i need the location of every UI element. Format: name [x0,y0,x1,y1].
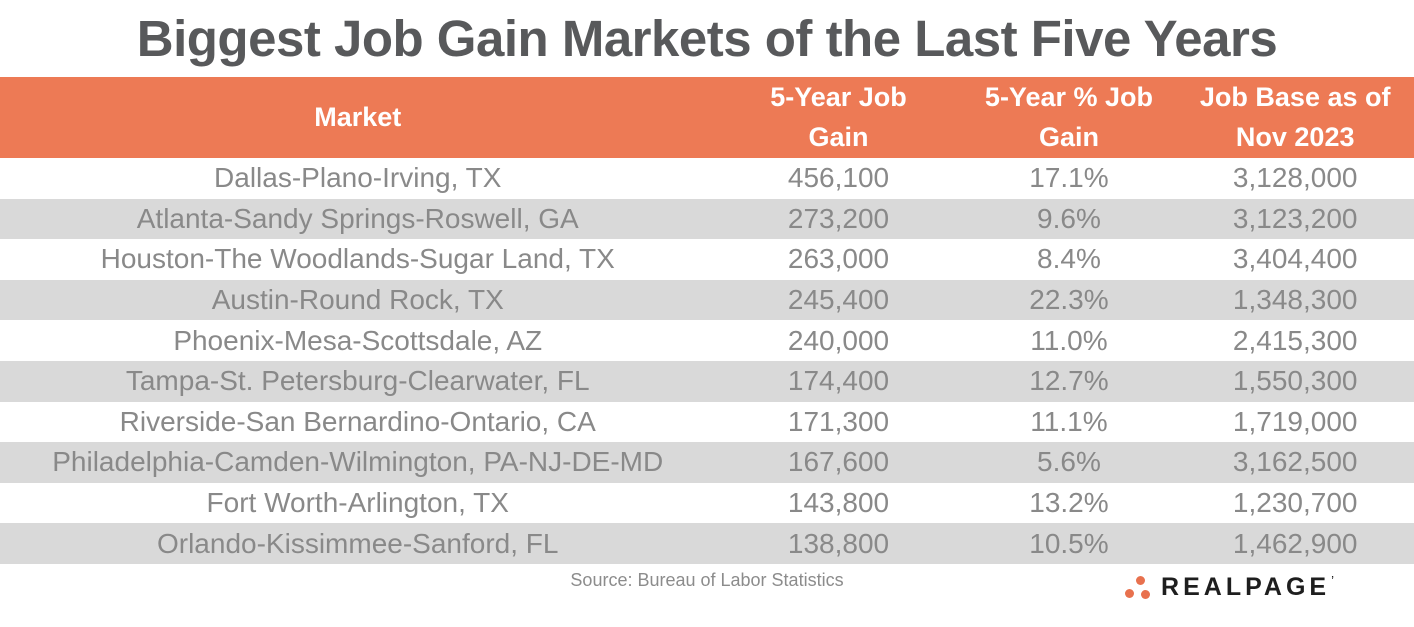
market-cell: Fort Worth-Arlington, TX [206,487,509,519]
table-row: Houston-The Woodlands-Sugar Land, TX 263… [0,239,1414,280]
job-gain-cell: 240,000 [787,324,890,356]
job-base-cell: 3,162,500 [1232,446,1358,478]
job-gain-cell: 456,100 [787,162,890,194]
pct-gain-cell: 8.4% [1037,243,1101,275]
job-base-cell: 3,404,400 [1232,243,1358,275]
column-header-pct-job-gain: 5-Year % Job Gain [984,82,1153,152]
job-base-cell: 3,128,000 [1232,162,1358,194]
job-gain-cell: 273,200 [787,202,890,234]
logo-dot-icon [1141,589,1151,599]
table-row: Tampa-St. Petersburg-Clearwater, FL 174,… [0,360,1414,402]
job-base-cell: 1,719,000 [1232,405,1358,437]
pct-gain-cell: 5.6% [1037,446,1101,478]
logo-dot-icon [1125,588,1135,598]
market-cell: Austin-Round Rock, TX [211,284,504,316]
pct-gain-cell: 17.1% [1029,162,1109,194]
column-header-market: Market [314,101,402,132]
job-base-cell: 1,348,300 [1232,284,1358,316]
market-cell: Atlanta-Sandy Springs-Roswell, GA [136,202,579,234]
pct-gain-cell: 11.1% [1030,405,1108,437]
job-base-cell: 2,415,300 [1232,324,1358,356]
job-gain-cell: 245,400 [787,284,890,316]
job-gain-cell: 171,300 [787,405,890,437]
column-header-job-gain: 5-Year Job Gain [770,82,907,152]
market-cell: Riverside-San Bernardino-Ontario, CA [119,405,596,437]
market-cell: Phoenix-Mesa-Scottsdale, AZ [173,324,543,356]
realpage-logo: REALPAGE ’ [1125,574,1334,602]
page-title: Biggest Job Gain Markets of the Last Fiv… [136,10,1278,67]
job-gain-cell: 174,400 [787,365,890,397]
table-row: Phoenix-Mesa-Scottsdale, AZ 240,000 11.0… [0,320,1414,361]
market-cell: Tampa-St. Petersburg-Clearwater, FL [125,365,590,397]
pct-gain-cell: 12.7% [1029,365,1109,397]
table-row: Austin-Round Rock, TX 245,400 22.3% 1,34… [0,279,1414,321]
realpage-wordmark: REALPAGE [1161,573,1331,602]
job-gain-cell: 138,800 [787,527,890,559]
job-gain-cell: 263,000 [787,243,890,275]
job-base-cell: 3,123,200 [1232,202,1358,234]
source-note: Source: Bureau of Labor Statistics [570,569,844,590]
table-row: Philadelphia-Camden-Wilmington, PA-NJ-DE… [0,442,1414,483]
table-row: Riverside-San Bernardino-Ontario, CA 171… [0,402,1414,443]
footer: Source: Bureau of Labor Statistics REALP… [0,564,1414,627]
pct-gain-cell: 11.0% [1030,324,1108,356]
table-row: Orlando-Kissimmee-Sanford, FL 138,800 10… [0,523,1414,564]
job-base-cell: 1,550,300 [1232,365,1358,397]
pct-gain-cell: 10.5% [1029,527,1109,559]
pct-gain-cell: 22.3% [1029,284,1109,316]
job-gain-cell: 167,600 [787,446,890,478]
pct-gain-cell: 9.6% [1037,202,1101,234]
trademark-mark: ’ [1331,572,1334,588]
market-cell: Philadelphia-Camden-Wilmington, PA-NJ-DE… [52,446,664,478]
pct-gain-cell: 13.2% [1029,487,1109,519]
table-row: Dallas-Plano-Irving, TX 456,100 17.1% 3,… [0,158,1414,199]
table-header-row: Market 5-Year Job Gain 5-Year % Job Gain… [0,77,1414,158]
table-row: Fort Worth-Arlington, TX 143,800 13.2% 1… [0,483,1414,524]
job-base-cell: 1,462,900 [1232,527,1358,559]
market-cell: Houston-The Woodlands-Sugar Land, TX [100,243,615,275]
logo-dot-icon [1136,575,1146,585]
column-header-job-base: Job Base as of Nov 2023 [1199,82,1391,152]
job-gain-cell: 143,800 [787,487,890,519]
table-row: Atlanta-Sandy Springs-Roswell, GA 273,20… [0,198,1414,240]
job-base-cell: 1,230,700 [1232,487,1358,519]
market-cell: Dallas-Plano-Irving, TX [214,162,502,194]
market-cell: Orlando-Kissimmee-Sanford, FL [156,527,559,559]
realpage-dots-icon [1125,574,1152,602]
